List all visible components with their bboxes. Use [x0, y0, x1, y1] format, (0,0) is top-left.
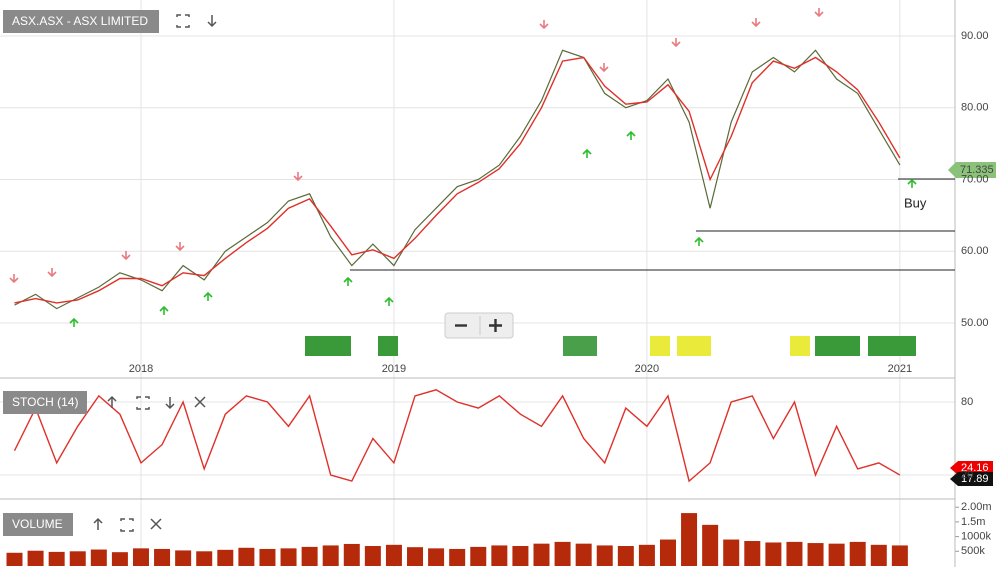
plot-layer: [6, 49, 908, 566]
y-tick-label: 50.00: [961, 317, 989, 329]
volume-bar: [470, 546, 487, 566]
volume-bar: [891, 545, 908, 566]
volume-bar: [512, 546, 529, 566]
volume-bar: [175, 550, 192, 566]
stoch-label: 17.89: [961, 473, 989, 485]
x-tick-label: 2020: [635, 363, 659, 375]
x-tick-label: 2019: [382, 363, 406, 375]
title-box: [3, 10, 159, 33]
volume-bar: [575, 543, 592, 566]
volume-bar: [807, 543, 824, 566]
chart-title: ASX.ASX - ASX LIMITED: [12, 14, 148, 28]
volume-bar: [744, 541, 761, 566]
series-line: [14, 56, 901, 304]
y-tick-label: 90.00: [961, 30, 989, 42]
panel-title: VOLUME: [12, 517, 63, 531]
volume-bar: [765, 542, 782, 566]
volume-bar: [301, 546, 318, 566]
volume-bar: [849, 541, 866, 566]
volume-bar: [870, 544, 887, 566]
volume-bar: [786, 541, 803, 566]
y-tick-label: 2.00m: [961, 501, 992, 513]
volume-bar: [385, 544, 402, 566]
volume-bar: [617, 546, 634, 566]
volume-bar: [132, 548, 149, 566]
zoom-control: [444, 312, 514, 339]
y-tick-label: 1000k: [961, 531, 991, 543]
y-tick-label: 500k: [961, 545, 985, 557]
volume-bar: [48, 551, 65, 566]
volume-bar: [702, 524, 719, 566]
volume-bar: [90, 549, 107, 566]
volume-bar: [196, 551, 213, 566]
toolbar-icons[interactable]: [93, 14, 217, 532]
volume-bar: [27, 550, 44, 566]
volume-bar: [723, 539, 740, 566]
last-price-label: 71.335: [960, 164, 994, 176]
volume-bar: [596, 545, 613, 566]
series-line: [13, 389, 901, 483]
buy-arrows: [69, 130, 917, 327]
volume-bar: [259, 548, 276, 566]
series-line: [14, 49, 901, 310]
y-tick-label: 20: [961, 469, 973, 481]
volume-bar: [280, 548, 297, 566]
volume-bar: [111, 552, 128, 566]
volume-bar: [364, 546, 381, 566]
y-tick-label: 80.00: [961, 102, 989, 114]
stoch-tag: [950, 472, 993, 486]
volume-bar: [154, 548, 171, 566]
panel-title: STOCH (14): [12, 395, 78, 409]
volume-bar: [681, 513, 698, 566]
volume-bar: [238, 547, 255, 566]
stoch-label: 24.16: [961, 462, 989, 474]
y-tick-label: 1.5m: [961, 516, 985, 528]
stoch-tag: [950, 461, 993, 475]
title-box: [3, 513, 73, 536]
zoom-in[interactable]: [489, 319, 502, 332]
volume-bar: [638, 544, 655, 566]
volume-bar: [343, 543, 360, 566]
x-tick-label: 2021: [888, 363, 912, 375]
volume-bar: [449, 548, 466, 566]
volume-bar: [407, 547, 424, 566]
volume-bar: [533, 543, 550, 566]
annotation: Buy: [904, 195, 927, 210]
last-price-tag: [948, 162, 996, 178]
volume-bar: [217, 549, 234, 566]
sell-arrows: [9, 8, 824, 284]
volume-bar: [428, 548, 445, 566]
x-tick-label: 2018: [129, 363, 153, 375]
volume-bar: [828, 543, 845, 566]
volume-bar: [6, 552, 23, 566]
volume-bar: [491, 545, 508, 566]
volume-bar: [69, 551, 86, 566]
volume-bar: [322, 545, 339, 566]
title-box: [3, 391, 87, 414]
y-tick-label: 70.00: [961, 173, 989, 185]
signal-bands: [305, 336, 916, 356]
volume-bar: [659, 539, 676, 566]
y-tick-label: 60.00: [961, 245, 989, 257]
y-tick-label: 80: [961, 396, 973, 408]
volume-bar: [554, 541, 571, 566]
